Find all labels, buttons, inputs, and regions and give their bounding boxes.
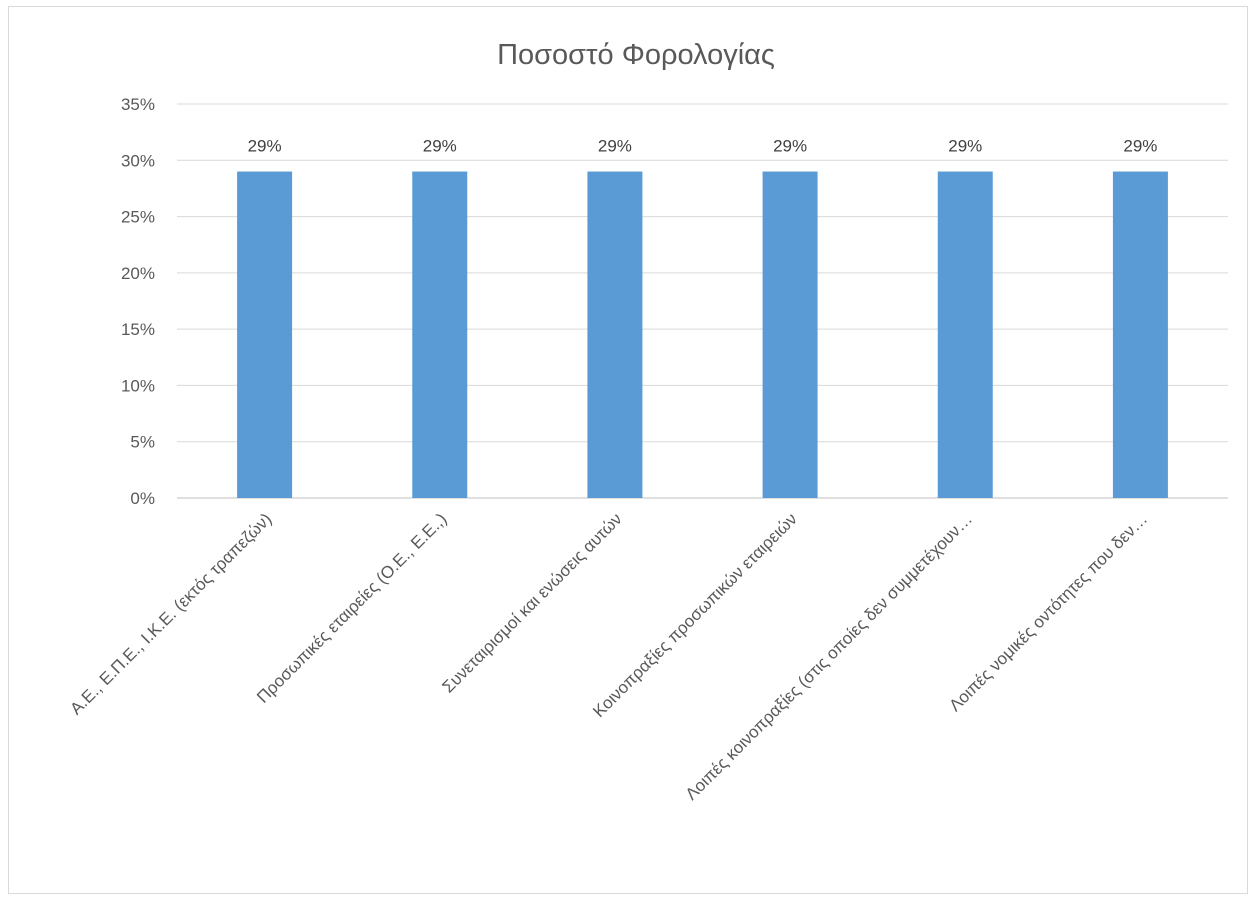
bar: [762, 171, 818, 499]
bar: [237, 171, 293, 499]
data-labels: 29% 29% 29% 29% 29% 29%: [248, 137, 1158, 156]
x-category-label: Α.Ε., Ε.Π.Ε., Ι.Κ.Ε. (εκτός τραπεζών): [66, 509, 275, 718]
data-label: 29%: [1123, 137, 1157, 156]
x-axis-category-labels: Α.Ε., Ε.Π.Ε., Ι.Κ.Ε. (εκτός τραπεζών)Προ…: [66, 509, 1151, 803]
y-tick-label: 10%: [121, 376, 155, 395]
data-label: 29%: [773, 137, 807, 156]
x-category-label: Συνεταιρισμοί και ενώσεις αυτών: [439, 509, 626, 696]
y-tick-label: 15%: [121, 320, 155, 339]
gridlines: [177, 103, 1228, 499]
data-label: 29%: [948, 137, 982, 156]
x-category-label: Προσωπικές εταιρείες (Ο.Ε., Ε.Ε.,): [253, 509, 450, 706]
y-tick-label: 5%: [130, 433, 155, 452]
bars: [237, 171, 1168, 499]
x-category-label: Λοιπές νομικές οντότητες που δεν…: [945, 509, 1151, 715]
bar: [1112, 171, 1168, 499]
x-category-label: Λοιπές κοινοπραξίες (στις οποίες δεν συμ…: [682, 509, 976, 803]
data-label: 29%: [423, 137, 457, 156]
y-axis-tick-labels: 0% 5% 10% 15% 20% 25% 30% 35%: [121, 95, 155, 508]
bar: [587, 171, 643, 499]
y-tick-label: 25%: [121, 208, 155, 227]
data-label: 29%: [598, 137, 632, 156]
data-label: 29%: [248, 137, 282, 156]
y-tick-label: 20%: [121, 264, 155, 283]
y-tick-label: 30%: [121, 151, 155, 170]
x-category-label: Κοινοπραξίες προσωπικών εταιρειών: [589, 509, 801, 721]
bar: [937, 171, 993, 499]
y-tick-label: 0%: [130, 489, 155, 508]
chart-title: Ποσοστό Φορολογίας: [497, 39, 775, 71]
y-tick-label: 35%: [121, 95, 155, 114]
bar: [412, 171, 468, 499]
